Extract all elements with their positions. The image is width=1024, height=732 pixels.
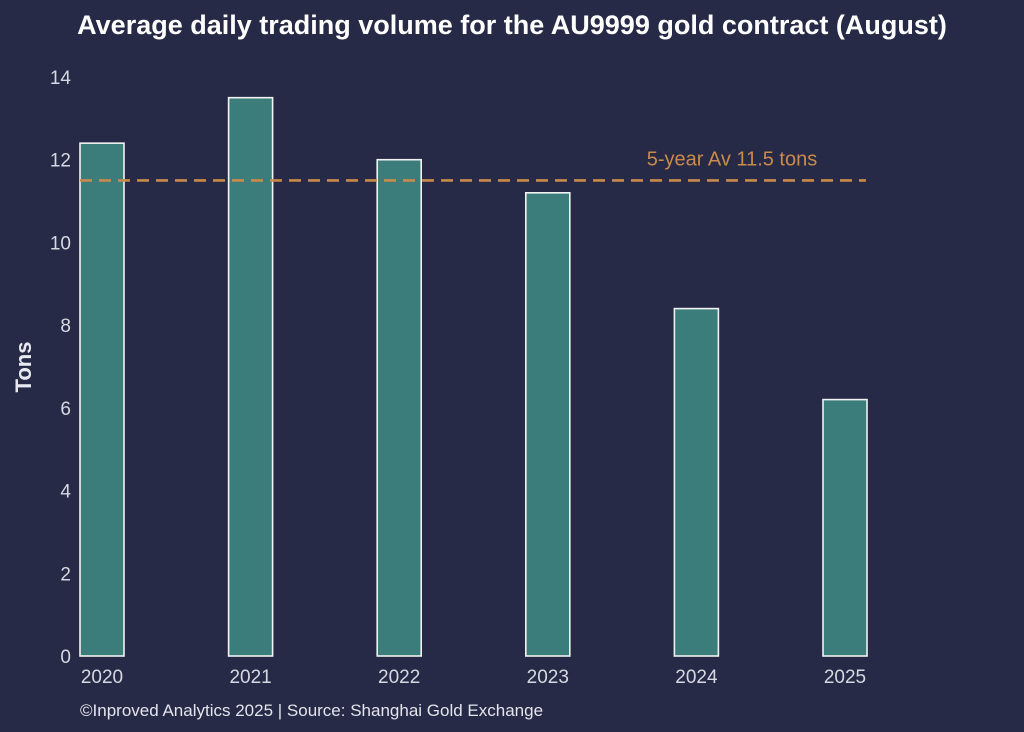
- reference-line-group: 5-year Av 11.5 tons: [80, 148, 866, 182]
- bar-2020: [79, 142, 125, 657]
- y-tick-label: 0: [60, 647, 71, 668]
- x-tick-label: 2020: [81, 667, 123, 688]
- bar-2025: [822, 398, 868, 657]
- bar-2021: [227, 96, 274, 657]
- y-tick-label: 14: [50, 68, 72, 89]
- x-tick-label: 2024: [675, 667, 718, 688]
- y-tick-label: 6: [60, 399, 71, 420]
- y-tick-label: 8: [60, 316, 71, 337]
- x-tick-label: 2022: [378, 667, 420, 688]
- bar-2023: [524, 192, 571, 657]
- bar-2022: [376, 158, 423, 657]
- x-tick-label: 2021: [229, 667, 271, 688]
- x-tick-label: 2023: [527, 667, 569, 688]
- y-tick-label: 4: [60, 482, 71, 503]
- x-axis-ticks: 2020 2021 2022 2023 2024 2025: [81, 667, 866, 688]
- source-credit: ©Inproved Analytics 2025 | Source: Shang…: [80, 701, 543, 720]
- bars-group: [79, 96, 868, 657]
- y-tick-label: 2: [60, 564, 71, 585]
- five-year-average-label: 5-year Av 11.5 tons: [647, 148, 817, 170]
- y-axis-label: Tons: [11, 342, 36, 393]
- y-tick-label: 12: [50, 151, 71, 172]
- y-tick-label: 10: [50, 233, 71, 254]
- chart-title: Average daily trading volume for the AU9…: [77, 10, 947, 40]
- bar-2024: [673, 307, 720, 657]
- x-tick-label: 2025: [824, 667, 866, 688]
- y-axis-ticks: 0 2 4 6 8 10 12 14: [50, 68, 72, 668]
